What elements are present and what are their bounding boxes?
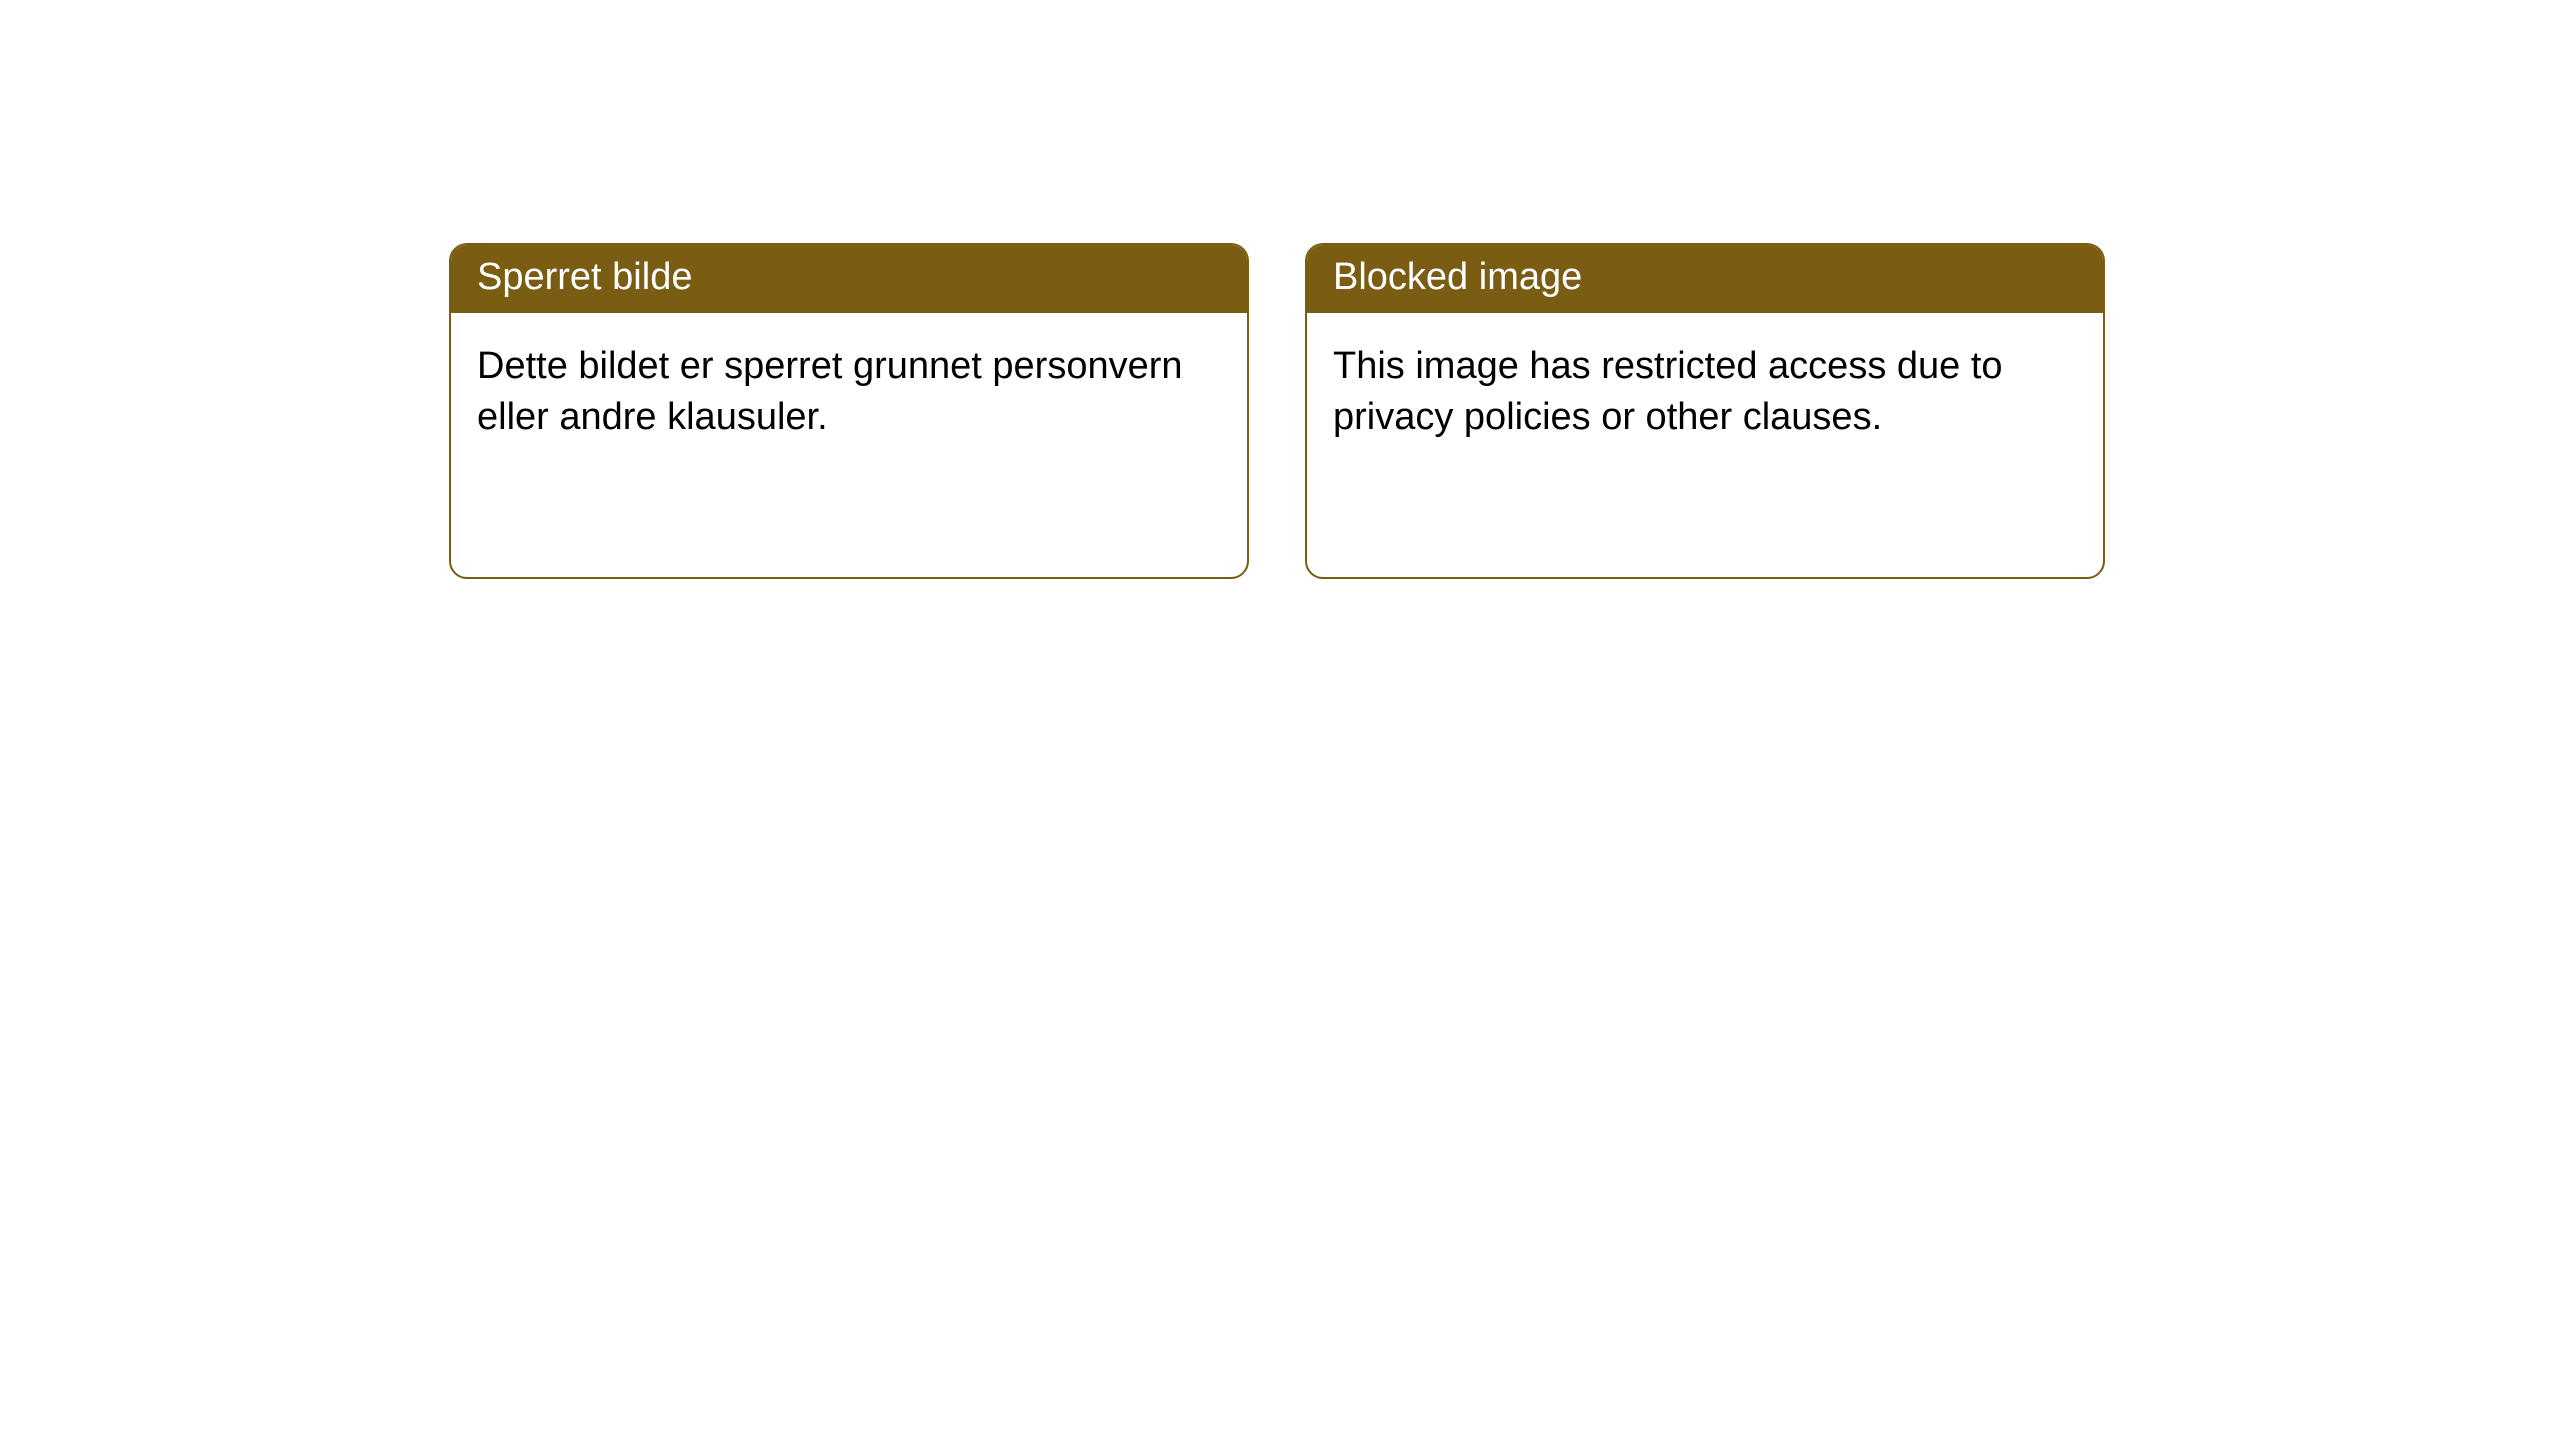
notice-card-english: Blocked image This image has restricted … xyxy=(1305,243,2105,579)
notice-body: This image has restricted access due to … xyxy=(1307,313,2103,470)
notice-card-norwegian: Sperret bilde Dette bildet er sperret gr… xyxy=(449,243,1249,579)
notice-title: Blocked image xyxy=(1307,245,2103,313)
notice-title: Sperret bilde xyxy=(451,245,1247,313)
notice-body: Dette bildet er sperret grunnet personve… xyxy=(451,313,1247,470)
notice-row: Sperret bilde Dette bildet er sperret gr… xyxy=(449,243,2560,579)
